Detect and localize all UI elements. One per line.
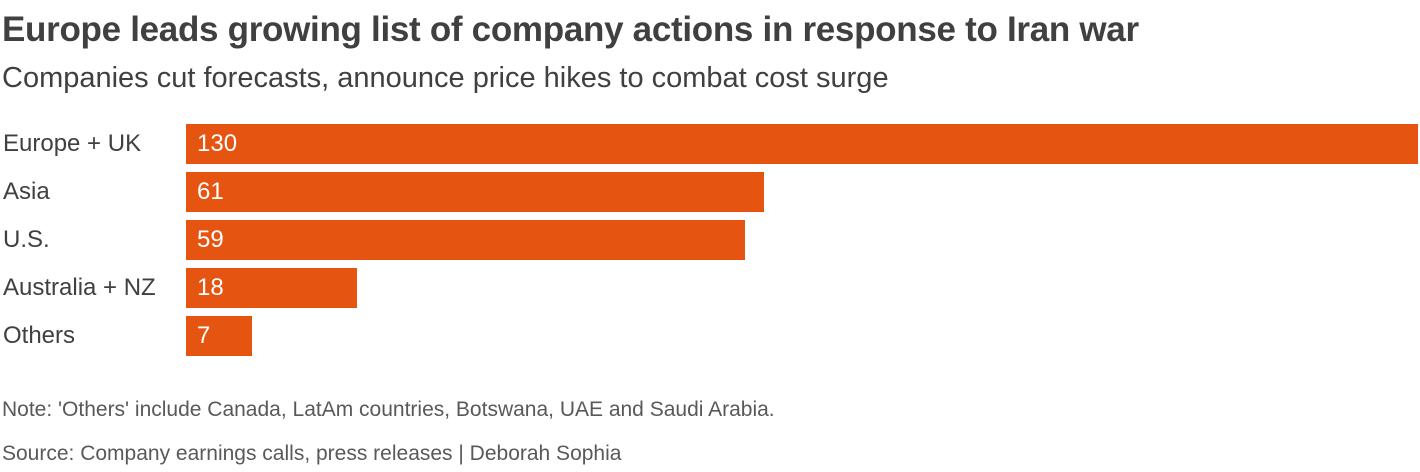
category-label: Europe + UK [3, 130, 142, 157]
bar [186, 268, 357, 308]
chart-source: Source: Company earnings calls, press re… [2, 442, 622, 465]
bar [186, 220, 745, 260]
bar-row: Australia + NZ 18 [0, 268, 1420, 308]
bar-chart: Europe + UK 130 Asia 61 U.S. 59 Australia + NZ… [0, 118, 1420, 368]
chart-title: Europe leads growing list of company act… [2, 10, 1139, 49]
chart-subtitle: Companies cut forecasts, announce price … [2, 62, 889, 94]
bar-value-label: 7 [197, 322, 211, 349]
bar-row: Asia 61 [0, 172, 1420, 212]
bar-row: Others 7 [0, 316, 1420, 356]
bar-row: U.S. 59 [0, 220, 1420, 260]
bar-value-label: 61 [197, 178, 224, 205]
bar [186, 316, 252, 356]
bar-row: Europe + UK 130 [0, 124, 1420, 164]
category-label: Asia [3, 178, 50, 205]
category-label: U.S. [3, 226, 50, 253]
bar [186, 172, 764, 212]
bar [186, 124, 1418, 164]
category-label: Australia + NZ [3, 274, 156, 301]
chart-note: Note: 'Others' include Canada, LatAm cou… [2, 398, 775, 421]
category-label: Others [3, 322, 76, 349]
bar-value-label: 18 [197, 274, 224, 301]
bar-value-label: 130 [197, 130, 238, 157]
bar-value-label: 59 [197, 226, 224, 253]
